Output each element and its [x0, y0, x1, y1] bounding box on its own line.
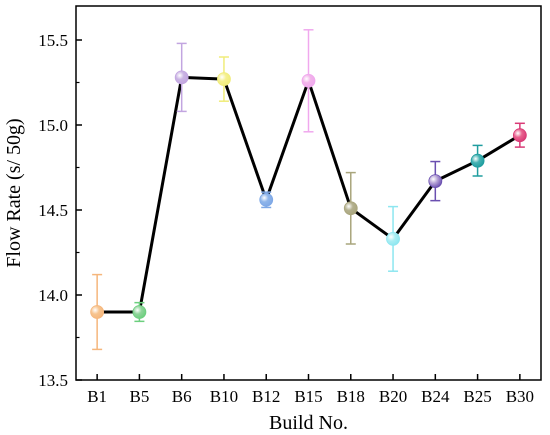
x-tick-label: B18: [337, 387, 365, 406]
data-point-B25: [470, 153, 485, 168]
y-axis: 13.5 14.0 14.5 15.0 15.5: [38, 31, 82, 390]
y-tick-label: 14.5: [38, 201, 68, 220]
data-points: [90, 70, 527, 319]
x-tick-label: B15: [294, 387, 322, 406]
y-axis-title: Flow Rate (s/ 50g): [3, 118, 25, 267]
x-tick-label: B1: [87, 387, 107, 406]
data-point-B20: [386, 231, 400, 246]
data-point-B12: [259, 192, 274, 207]
data-point-B30: [512, 128, 527, 143]
x-axis-title: Build No.: [269, 412, 348, 434]
y-tick-label: 15.5: [38, 31, 68, 50]
x-tick-label: B30: [506, 387, 534, 406]
data-point-B24: [428, 174, 443, 189]
x-axis: B1 B5 B6 B10 B12 B15 B18 B20 B24 B25 B30: [87, 374, 534, 406]
data-point-B1: [90, 305, 105, 319]
x-tick-label: B24: [421, 387, 450, 406]
x-tick-label: B12: [252, 387, 280, 406]
data-point-B6: [174, 70, 189, 85]
y-tick-label: 15.0: [38, 116, 68, 135]
y-tick-label: 14.0: [38, 286, 68, 305]
data-point-B18: [343, 201, 358, 216]
data-point-B10: [217, 72, 231, 86]
x-tick-label: B6: [172, 387, 192, 406]
x-tick-label: B5: [129, 387, 149, 406]
data-point-B15: [301, 73, 316, 88]
x-tick-label: B20: [379, 387, 407, 406]
y-tick-label: 13.5: [38, 371, 68, 390]
x-tick-label: B10: [210, 387, 238, 406]
x-tick-label: B25: [463, 387, 491, 406]
data-point-B5: [132, 305, 147, 319]
